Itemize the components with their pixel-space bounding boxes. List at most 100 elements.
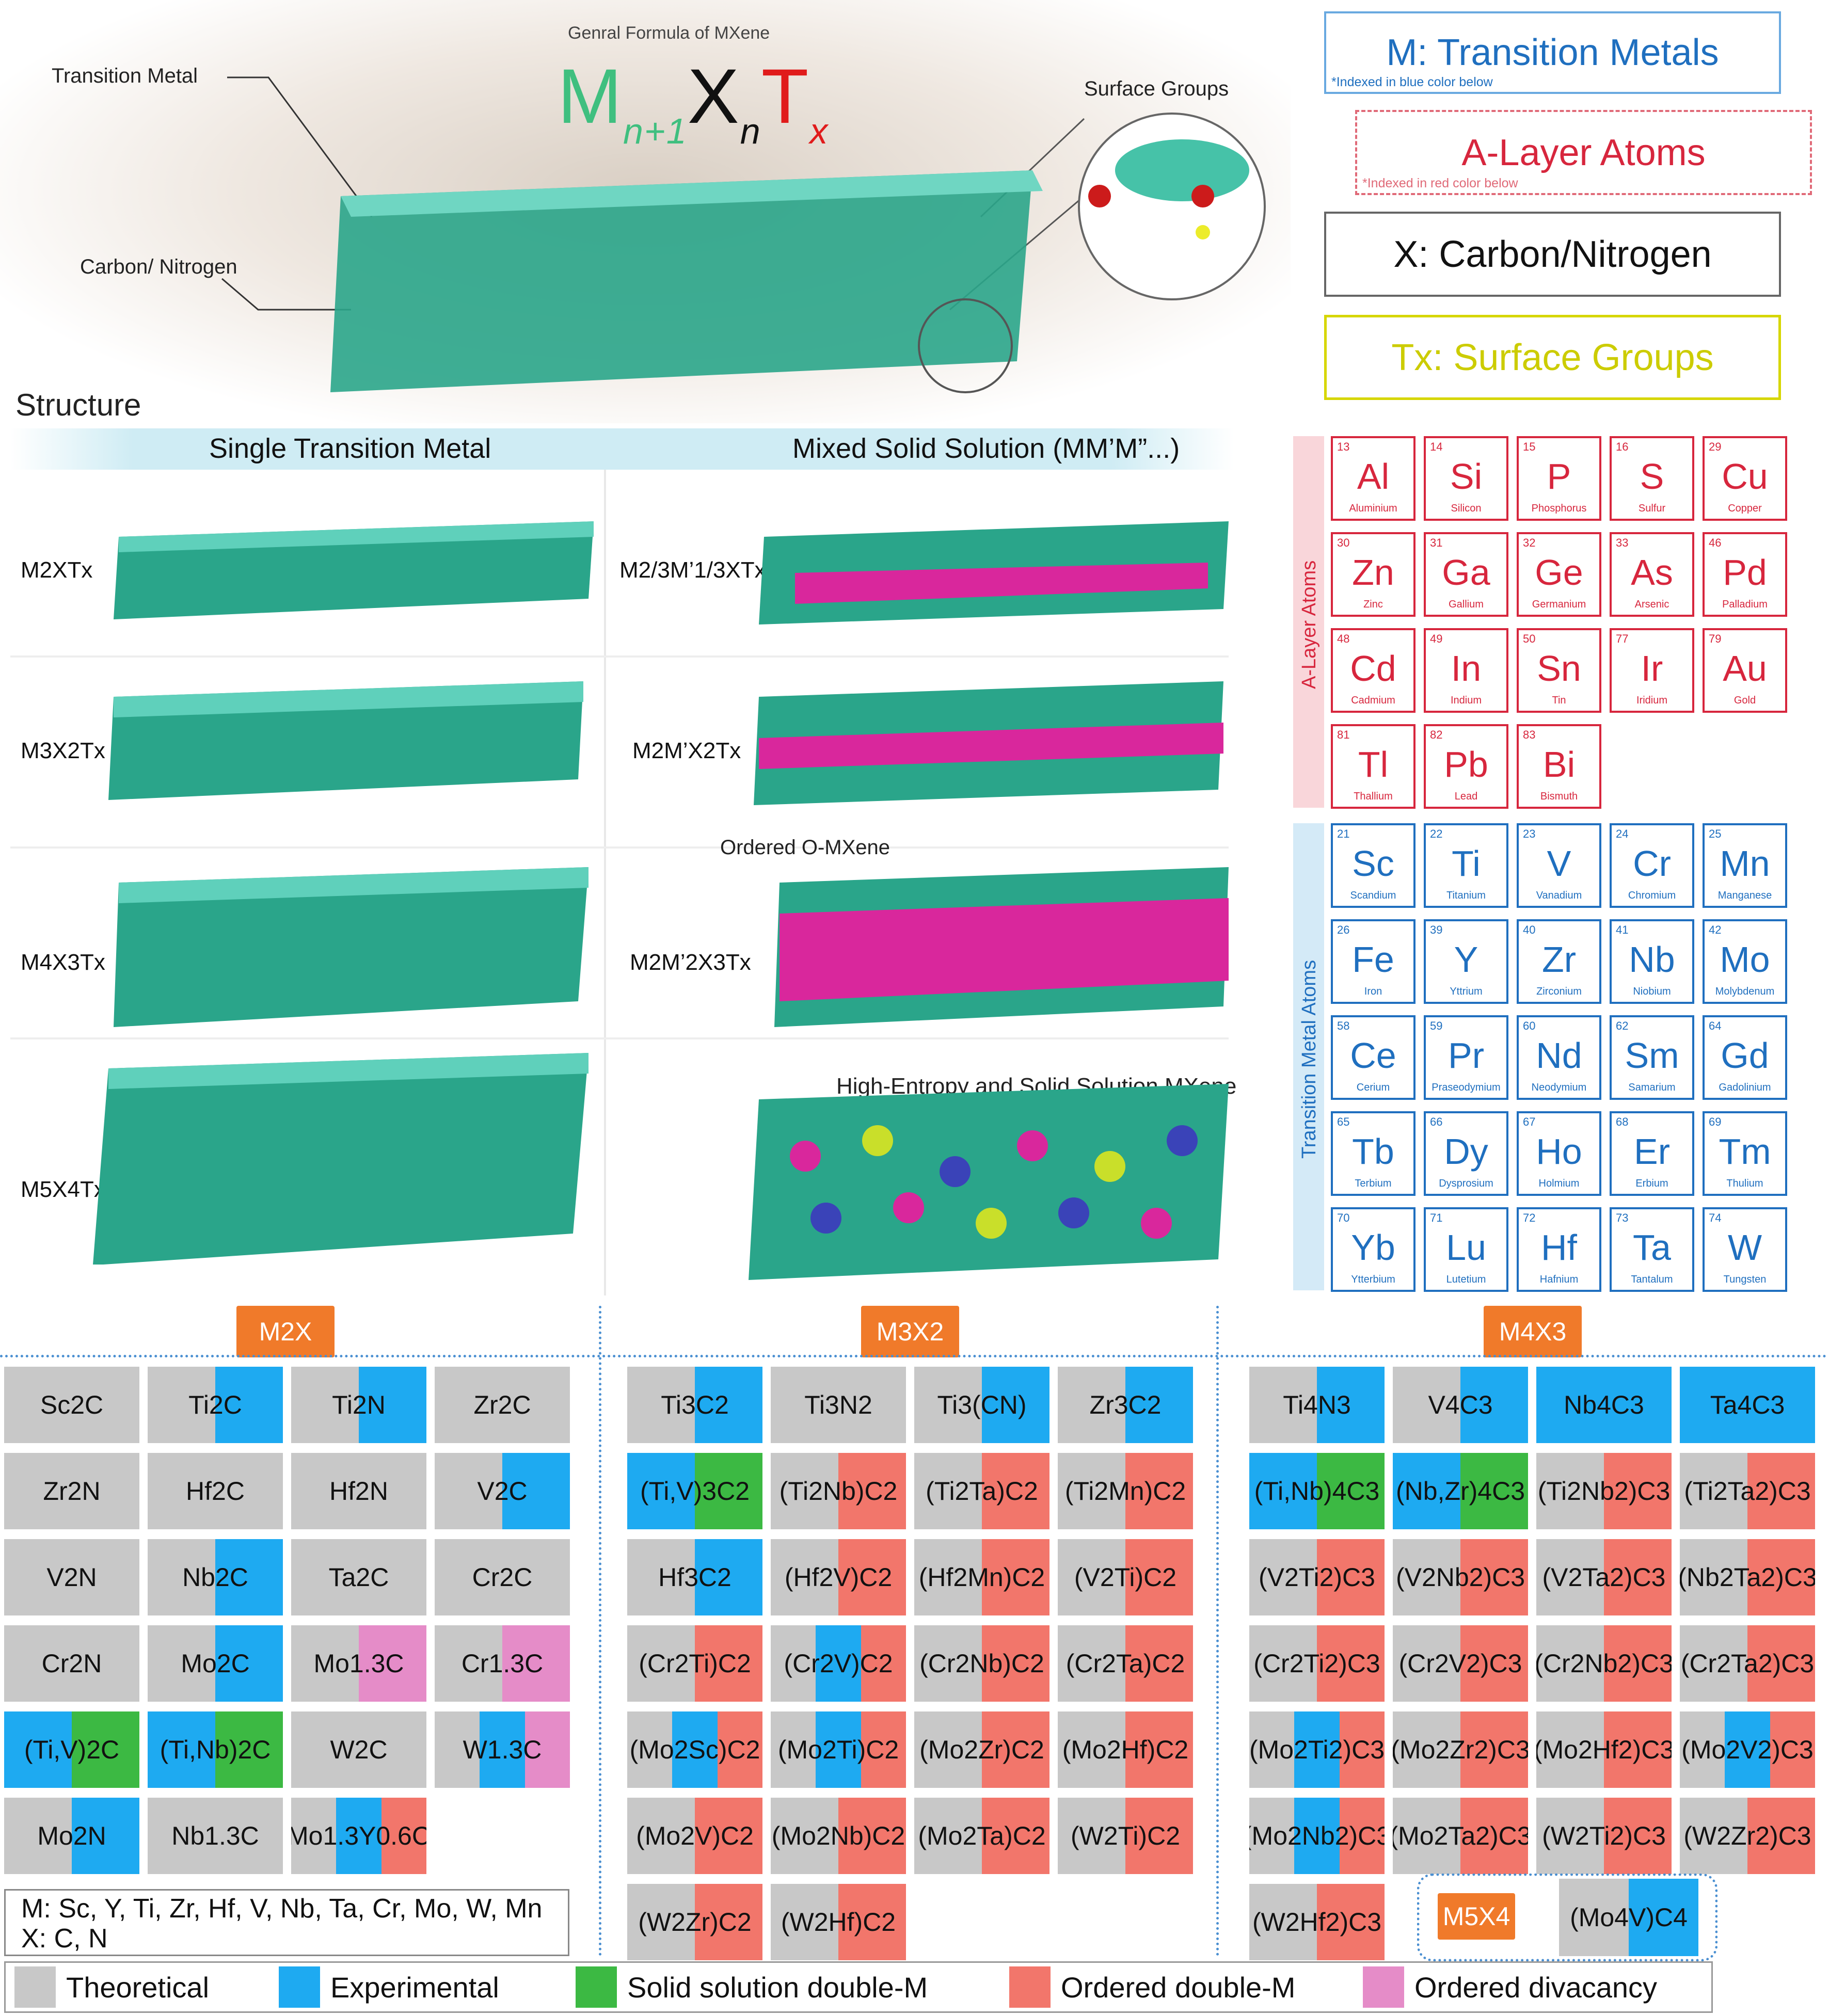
element-y: 39 Y Yttrium xyxy=(1424,919,1508,1004)
legend-box-tx-text: Tx: Surface Groups xyxy=(1391,337,1714,378)
mxene-cell-label: (Cr2V2)C3 xyxy=(1398,1649,1522,1678)
mxene-cell-label: V2C xyxy=(477,1477,528,1506)
element-symbol: Ho xyxy=(1536,1131,1582,1172)
cell-segment xyxy=(148,1625,215,1702)
cell-segment xyxy=(816,1625,861,1702)
cell-segment xyxy=(1058,1798,1125,1874)
mxene-cell: (Mo4V)C4 xyxy=(1559,1879,1698,1956)
cell-segment xyxy=(861,1711,906,1788)
mxene-cell-label: V4C3 xyxy=(1428,1390,1493,1419)
mxene-cell-label: Hf2C xyxy=(186,1477,245,1506)
cell-segment xyxy=(1460,1539,1528,1615)
molecule-m2m2x3 xyxy=(774,867,1229,1027)
cell-segment xyxy=(627,1539,695,1615)
legend-box-x: X: Carbon/Nitrogen xyxy=(1324,212,1781,297)
element-cd: 48 Cd Cadmium xyxy=(1331,628,1416,713)
mxene-cell: (Mo2Ta)C2 xyxy=(914,1798,1049,1874)
mxene-cell-label: (Mo2Ti2)C3 xyxy=(1249,1735,1385,1764)
mxene-cell: (Ti2Ta2)C3 xyxy=(1680,1453,1815,1529)
mxene-cell: (Ti2Nb)C2 xyxy=(771,1453,906,1529)
cell-segment xyxy=(1317,1539,1385,1615)
element-number: 66 xyxy=(1430,1115,1443,1128)
cell-segment xyxy=(982,1539,1049,1615)
mxene-cell: (Mo2Hf)C2 xyxy=(1058,1711,1193,1788)
element-symbol: Mo xyxy=(1720,939,1770,980)
element-zr: 40 Zr Zirconium xyxy=(1517,919,1601,1004)
cell-segment xyxy=(291,1367,359,1443)
element-ge: 32 Ge Germanium xyxy=(1517,532,1601,617)
row-label-m3x2tx: M3X2Tx xyxy=(21,738,105,763)
mxene-cell: (Cr2Ti2)C3 xyxy=(1249,1625,1385,1702)
mxene-cell-label: (W2Hf2)C3 xyxy=(1252,1908,1382,1937)
mixed-solution-header: Mixed Solid Solution (MM’M”...) xyxy=(792,433,1180,464)
mxene-cell-label: Cr2N xyxy=(41,1649,102,1678)
element-number: 71 xyxy=(1430,1211,1443,1224)
element-name: Lutetium xyxy=(1446,1274,1486,1285)
carbon-nitrogen-label: Carbon/ Nitrogen xyxy=(80,255,237,278)
mxene-cell: W1.3C xyxy=(435,1711,570,1788)
legend-box-tm-text: M: Transition Metals xyxy=(1386,32,1719,73)
element-cu: 29 Cu Copper xyxy=(1703,436,1787,521)
cell-segment xyxy=(695,1884,762,1960)
mxene-cell-label: Nb1.3C xyxy=(171,1821,259,1850)
element-name: Chromium xyxy=(1628,890,1676,901)
mxene-cell-label: (Ti,Nb)4C3 xyxy=(1254,1477,1380,1506)
element-sn: 50 Sn Tin xyxy=(1517,628,1601,713)
cell-segment xyxy=(627,1884,695,1960)
cell-segment xyxy=(1770,1711,1815,1788)
cell-segment xyxy=(1125,1711,1193,1788)
mxene-cell-label: Ti3C2 xyxy=(661,1390,729,1419)
mxene-cell-label: Ti2C xyxy=(188,1390,242,1419)
m5x4-box xyxy=(1417,1874,1717,1961)
mxene-cell-label: Ta2C xyxy=(328,1563,389,1592)
cell-segment xyxy=(816,1711,861,1788)
cell-segment xyxy=(1294,1711,1340,1788)
cell-segment xyxy=(1536,1453,1604,1529)
element-nd: 60 Nd Neodymium xyxy=(1517,1015,1601,1100)
color-key xyxy=(4,1961,1713,2013)
cell-segment xyxy=(1294,1798,1340,1874)
mxene-cell: Hf3C2 xyxy=(627,1539,762,1615)
element-name: Lead xyxy=(1454,791,1478,802)
element-number: 83 xyxy=(1523,728,1536,741)
mxene-cell-label: Cr2C xyxy=(472,1563,533,1592)
cell-segment xyxy=(1125,1539,1193,1615)
element-fe: 26 Fe Iron xyxy=(1331,919,1416,1004)
cell-segment xyxy=(215,1367,283,1443)
tag-m3x2-text: M3X2 xyxy=(876,1317,944,1346)
cell-segment xyxy=(1604,1453,1672,1529)
legend-box-a-layer-note: *Indexed in red color below xyxy=(1362,176,1518,190)
ordered-o-mxene-label: Ordered O-MXene xyxy=(720,836,890,859)
mxene-cell-label: (W2Zr2)C3 xyxy=(1683,1821,1811,1850)
mxene-cell: Ti2N xyxy=(291,1367,426,1443)
element-name: Thallium xyxy=(1354,791,1393,802)
mxene-cell: Sc2C xyxy=(4,1367,139,1443)
mxene-cell: (Mo2Nb2)C3 xyxy=(1249,1798,1385,1874)
mxene-cell-label: Cr1.3C xyxy=(461,1649,544,1678)
molecule-m2mx2 xyxy=(754,681,1223,805)
element-name: Palladium xyxy=(1722,599,1768,610)
mxene-cell-label: (W2Hf)C2 xyxy=(781,1908,896,1937)
mxene-cell-label: (Ti2Ta)C2 xyxy=(926,1477,1038,1506)
mxene-cell: Nb1.3C xyxy=(148,1798,283,1874)
element-tb: 65 Tb Terbium xyxy=(1331,1111,1416,1196)
element-zn: 30 Zn Zinc xyxy=(1331,532,1416,617)
cell-segment xyxy=(480,1711,525,1788)
element-tl: 81 Tl Thallium xyxy=(1331,724,1416,809)
element-number: 82 xyxy=(1430,728,1443,741)
note-m-list: M: Sc, Y, Ti, Zr, Hf, V, Nb, Ta, Cr, Mo,… xyxy=(21,1894,543,1924)
element-hf: 72 Hf Hafnium xyxy=(1517,1207,1601,1292)
element-number: 49 xyxy=(1430,632,1443,645)
cell-segment xyxy=(1680,1711,1725,1788)
element-bi: 83 Bi Bismuth xyxy=(1517,724,1601,809)
element-number: 67 xyxy=(1523,1115,1536,1128)
mxene-cell-label: (Hf2V)C2 xyxy=(784,1563,893,1592)
row-label-m5x4tx: M5X4Tx xyxy=(21,1177,105,1202)
key-label-ordered: Ordered double-M xyxy=(1061,1971,1296,2004)
element-name: Phosphorus xyxy=(1531,503,1587,514)
row-label-m2m2x3tx: M2M’2X3Tx xyxy=(630,950,751,975)
cell-segment xyxy=(914,1453,982,1529)
element-number: 14 xyxy=(1430,440,1443,453)
mxene-cell: V4C3 xyxy=(1393,1367,1528,1443)
cell-segment xyxy=(1536,1798,1604,1874)
